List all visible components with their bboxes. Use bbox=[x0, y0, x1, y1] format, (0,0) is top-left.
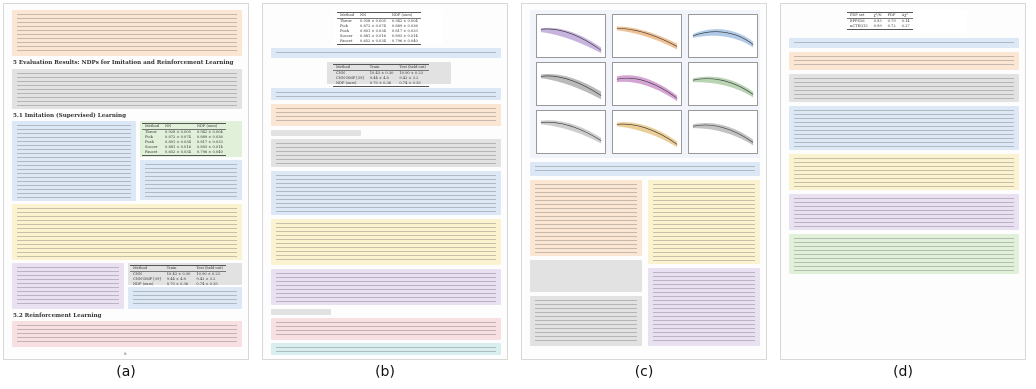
table-2-block bbox=[128, 263, 242, 285]
subsection-heading: 5.2 Reinforcement Learning bbox=[13, 313, 102, 319]
table-2: Method Train Test (held-out) CNN 10.43 ± 0.… bbox=[333, 64, 429, 87]
panel-label-a: (a) bbox=[116, 364, 136, 380]
plot-7 bbox=[536, 110, 606, 154]
table-2-caption bbox=[271, 88, 501, 100]
panel-label-b: (b) bbox=[375, 364, 395, 380]
panel-c bbox=[521, 3, 767, 360]
text-block-pink bbox=[12, 321, 242, 347]
text-block-blue bbox=[271, 171, 501, 215]
table-block bbox=[841, 10, 967, 34]
plot-9 bbox=[688, 110, 758, 154]
text-block-blue bbox=[789, 106, 1019, 150]
plot-4 bbox=[536, 62, 606, 106]
text-block-teal bbox=[271, 343, 501, 355]
text-block-purple bbox=[789, 194, 1019, 230]
text-block-pink bbox=[271, 318, 501, 340]
section-heading: 5 Evaluation Results: NDPs for Imitation… bbox=[13, 60, 234, 66]
text-block-purple bbox=[271, 269, 501, 305]
plot-2 bbox=[612, 14, 682, 58]
text-block-purple bbox=[648, 268, 760, 346]
table-1: Method NN NDP (ours) Throw 0.928 ± 0.005 0.9… bbox=[142, 123, 226, 156]
text-block-blue bbox=[12, 121, 136, 201]
text-block-grey bbox=[530, 296, 642, 346]
text-block-yellow bbox=[648, 180, 760, 264]
panel-label-c: (c) bbox=[634, 364, 654, 380]
text-block-purple bbox=[12, 263, 124, 309]
text-block-orange bbox=[271, 104, 501, 126]
text-block-yellow bbox=[271, 219, 501, 265]
table-1: Method NN NDP (ours) Throw 0.928 ± 0.005 0.9… bbox=[337, 12, 421, 45]
text-block-orange bbox=[530, 180, 642, 256]
table-block bbox=[530, 260, 642, 292]
text-block-grey bbox=[789, 74, 1019, 102]
text-block-grey bbox=[271, 139, 501, 167]
panel-d: PDF set χ²/N PDF Δχ² EPPS16 0.93 0.79 0.14 nCT… bbox=[780, 3, 1026, 360]
table-2-caption bbox=[128, 287, 242, 309]
table-2-block bbox=[327, 62, 451, 84]
page-number: 8 bbox=[124, 351, 127, 356]
panel-b: Method NN NDP (ours) Throw 0.928 ± 0.005 0.9… bbox=[262, 3, 508, 360]
plot-8 bbox=[612, 110, 682, 154]
heading-block bbox=[271, 130, 361, 136]
text-block-orange bbox=[789, 52, 1019, 70]
plot-1 bbox=[536, 14, 606, 58]
panel-a: 5 Evaluation Results: NDPs for Imitation… bbox=[3, 3, 249, 360]
panel-label-d: (d) bbox=[893, 364, 913, 380]
table-1: PDF set χ²/N PDF Δχ² EPPS16 0.93 0.79 0.14 nCT… bbox=[847, 12, 913, 30]
plot-3 bbox=[688, 14, 758, 58]
figure-caption bbox=[530, 162, 760, 176]
text-block-grey bbox=[12, 69, 242, 109]
heading-block bbox=[271, 309, 331, 315]
plot-6 bbox=[688, 62, 758, 106]
table-2: Method Train Test (held-out) CNN 10.43 ± 0.… bbox=[130, 265, 226, 288]
text-block-yellow bbox=[789, 154, 1019, 190]
table-1-caption bbox=[271, 48, 501, 58]
text-block-green bbox=[789, 234, 1019, 274]
subsection-heading: 5.1 Imitation (Supervised) Learning bbox=[13, 113, 126, 119]
plot-5 bbox=[612, 62, 682, 106]
text-block-yellow bbox=[12, 204, 242, 260]
text-block-orange bbox=[12, 10, 242, 56]
table-1-block bbox=[333, 10, 443, 44]
table-caption bbox=[789, 38, 1019, 48]
table-1-block bbox=[140, 121, 242, 157]
table-1-caption bbox=[140, 160, 242, 200]
